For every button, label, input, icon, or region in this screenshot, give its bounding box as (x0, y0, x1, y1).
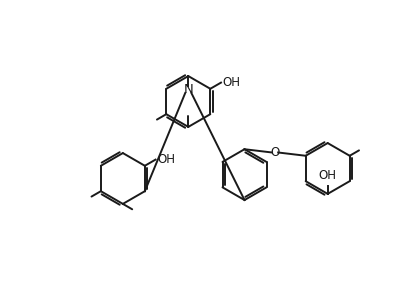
Text: OH: OH (319, 169, 337, 182)
Text: OH: OH (223, 76, 241, 89)
Text: O: O (270, 146, 280, 159)
Text: N: N (184, 83, 193, 96)
Text: OH: OH (157, 153, 175, 166)
